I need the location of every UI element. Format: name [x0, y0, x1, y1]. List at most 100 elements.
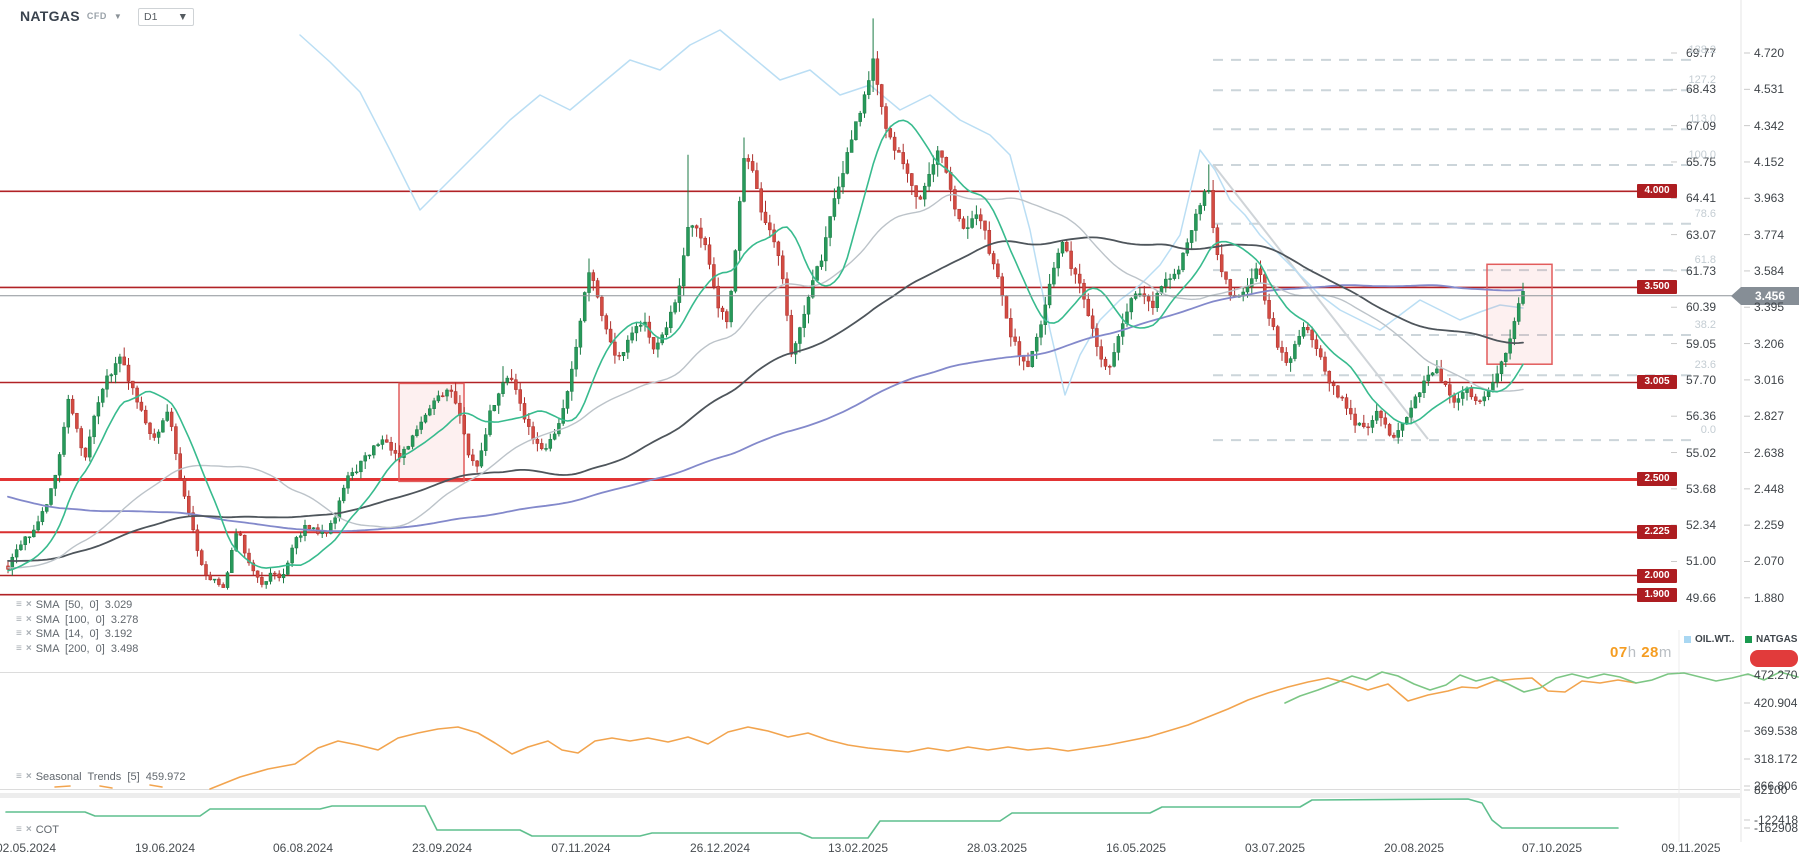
close-icon[interactable]: ×: [25, 613, 32, 625]
oil-axis-value: 67.09: [1685, 119, 1716, 133]
natgas-axis-value: 3.584: [1754, 264, 1785, 278]
date-axis-label: 28.03.2025: [966, 841, 1028, 855]
oil-axis-value: 60.39: [1685, 300, 1716, 314]
date-axis-label: 02.05.2024: [0, 841, 57, 855]
price-alert-label[interactable]: 4.000: [1637, 184, 1677, 198]
natgas-axis-value: 3.963: [1754, 191, 1785, 205]
natgas-axis-value: 2.638: [1754, 446, 1785, 460]
fib-level-label: 100.0: [1688, 149, 1716, 161]
indicator-settings-icon[interactable]: ≡: [16, 628, 22, 640]
natgas-series-label: NATGAS: [1756, 634, 1798, 645]
seasonal-indicator-label: Seasonal Trends [5] 459.972: [35, 771, 186, 783]
sma-legend-row: ≡ × SMA [14, 0] 3.192: [16, 628, 132, 640]
cot-axis-value: -162908: [1754, 821, 1799, 835]
cot-indicator-row: ≡ × COT: [16, 824, 59, 836]
fib-level-label: 0.0: [1700, 424, 1716, 436]
date-axis-label: 09.11.2025: [1661, 841, 1721, 855]
natgas-axis-value: 1.880: [1754, 591, 1785, 605]
natgas-axis-value: 2.448: [1754, 482, 1785, 496]
oil-series-label: OIL.WT..: [1695, 634, 1735, 645]
natgas-axis-value: 3.395: [1754, 300, 1785, 314]
sma-legend-text: SMA [200, 0] 3.498: [35, 643, 139, 656]
price-alert-label[interactable]: 2.500: [1637, 472, 1677, 486]
oil-axis-value: 57.70: [1685, 373, 1716, 387]
seasonal-axis-value: 420.904: [1754, 696, 1798, 710]
oil-axis-value: 55.02: [1685, 446, 1716, 460]
natgas-axis-value: 4.342: [1754, 119, 1785, 133]
date-axis-label: 16.05.2025: [1105, 841, 1167, 855]
fib-level-label: 23.6: [1694, 359, 1716, 371]
cot-axis-value: -122418: [1754, 813, 1799, 827]
natgas-axis-value: 2.070: [1754, 554, 1785, 568]
seasonal-axis-value: 472.270: [1754, 668, 1798, 682]
chevron-down-icon[interactable]: ▼: [113, 11, 122, 21]
oil-series-legend[interactable]: OIL.WT..: [1684, 634, 1734, 645]
close-icon[interactable]: ×: [25, 628, 32, 640]
price-alert-label[interactable]: 1.900: [1637, 588, 1677, 602]
fib-level-label: 113.0: [1689, 113, 1716, 125]
oil-axis-value: 53.68: [1685, 482, 1716, 496]
sma-legend-text: SMA [14, 0] 3.192: [35, 628, 133, 641]
close-icon[interactable]: ×: [25, 643, 32, 655]
date-axis-label: 19.06.2024: [134, 841, 196, 855]
indicator-settings-icon[interactable]: ≡: [16, 771, 22, 782]
natgas-axis-value: 3.016: [1754, 373, 1785, 387]
close-icon[interactable]: ×: [25, 599, 32, 610]
close-icon[interactable]: ×: [25, 771, 32, 782]
date-axis-label: 23.09.2024: [411, 841, 473, 855]
sma-legend-row: ≡ × SMA [50, 0] 3.029: [16, 599, 132, 611]
current-price-tag: 3.456: [1731, 287, 1799, 305]
date-axis-label: 26.12.2024: [689, 841, 751, 855]
oil-axis-value: 68.43: [1685, 82, 1716, 96]
date-axis-label: 03.07.2025: [1244, 841, 1306, 855]
timer-hours-unit: h: [1627, 644, 1637, 661]
date-axis-label: 07.10.2025: [1521, 841, 1583, 855]
cot-indicator-label: COT: [35, 824, 59, 836]
price-alert-label[interactable]: 2.225: [1637, 525, 1677, 539]
price-alert-label[interactable]: 3.005: [1637, 375, 1677, 389]
natgas-series-swatch: [1745, 636, 1752, 643]
oil-axis-value: 61.73: [1685, 264, 1716, 278]
fib-level-label: 78.6: [1694, 208, 1716, 220]
candle-countdown-timer: 07h 28m: [1610, 644, 1672, 661]
date-axis-label: 20.08.2025: [1383, 841, 1445, 855]
indicator-settings-icon[interactable]: ≡: [16, 824, 22, 835]
indicator-settings-icon[interactable]: ≡: [16, 599, 22, 610]
chevron-down-icon: ▼: [177, 11, 188, 23]
natgas-series-legend[interactable]: NATGAS: [1745, 634, 1797, 645]
sma-legend-row: ≡ × SMA [100, 0] 3.278: [16, 614, 138, 626]
sma-legend-text: SMA [100, 0] 3.278: [35, 613, 139, 626]
instrument-type-label: CFD: [86, 11, 107, 21]
oil-axis-value: 63.07: [1685, 228, 1716, 242]
oil-axis-value: 65.75: [1685, 155, 1716, 169]
price-alert-label[interactable]: 2.000: [1637, 569, 1677, 583]
oil-axis-value: 64.41: [1685, 191, 1716, 205]
natgas-axis-value: 3.206: [1754, 337, 1785, 351]
oil-axis-value: 51.00: [1685, 554, 1716, 568]
instrument-price-button[interactable]: [1750, 650, 1798, 667]
price-alert-label[interactable]: 3.500: [1637, 280, 1677, 294]
oil-axis-value: 56.36: [1685, 409, 1716, 423]
instrument-symbol: NATGAS: [20, 8, 80, 24]
natgas-axis-value: 2.827: [1754, 409, 1785, 423]
timer-hours: 07: [1610, 644, 1628, 661]
oil-series-swatch: [1684, 636, 1691, 643]
natgas-axis-value: 4.531: [1754, 82, 1785, 96]
sma-legend-text: SMA [50, 0] 3.029: [35, 599, 133, 611]
fib-level-label: 138.2: [1688, 44, 1716, 56]
fib-level-label: 38.2: [1694, 319, 1716, 331]
natgas-axis-value: 4.720: [1754, 46, 1785, 60]
seasonal-axis-value: 318.172: [1754, 752, 1798, 766]
close-icon[interactable]: ×: [25, 824, 32, 835]
sma-legend-row: ≡ × SMA [200, 0] 3.498: [16, 643, 138, 655]
date-axis-label: 07.11.2024: [551, 841, 611, 855]
timer-minutes-unit: m: [1658, 644, 1672, 661]
price-tag-arrow: [1731, 287, 1741, 305]
indicator-settings-icon[interactable]: ≡: [16, 613, 22, 625]
fib-level-label: 61.8: [1694, 254, 1716, 266]
timeframe-select[interactable]: D1 ▼: [138, 8, 194, 26]
fib-level-label: 127.2: [1688, 74, 1716, 86]
indicator-settings-icon[interactable]: ≡: [16, 643, 22, 655]
